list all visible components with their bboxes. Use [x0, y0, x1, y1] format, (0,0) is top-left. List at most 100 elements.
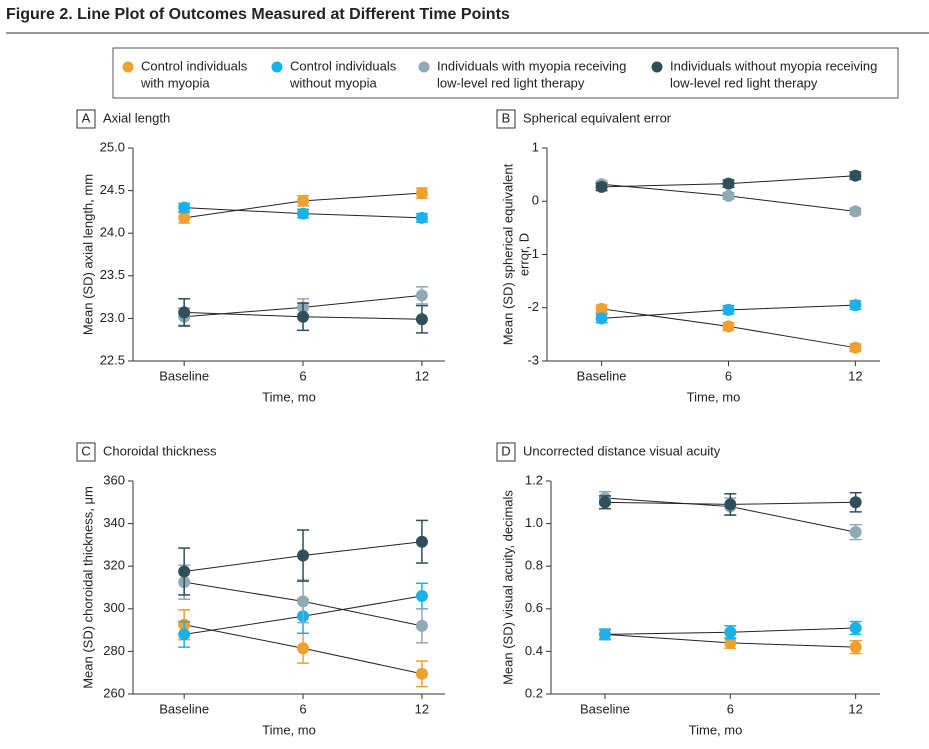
y-tick-label: 1 [532, 139, 539, 154]
figure-title: Figure 2. Line Plot of Outcomes Measured… [6, 6, 510, 23]
y-tick-label: 24.0 [100, 225, 125, 240]
point [297, 207, 310, 220]
point [595, 302, 608, 315]
legend-label: Control individuals [141, 58, 248, 73]
y-tick-label: 1.2 [525, 472, 543, 487]
point [415, 535, 428, 548]
point [849, 496, 862, 509]
legend-label: Individuals with myopia receiving [437, 58, 626, 73]
panel-letter: C [81, 443, 90, 458]
point [415, 211, 428, 224]
point [178, 565, 191, 578]
y-tick-label: -1 [527, 246, 539, 261]
point [415, 289, 428, 302]
x-tick-label: 6 [727, 701, 734, 716]
x-tick-label: Baseline [159, 701, 209, 716]
panel-letter-box [76, 109, 96, 129]
x-tick-label: 12 [415, 701, 429, 716]
panel-letter: D [501, 443, 510, 458]
point [178, 306, 191, 319]
y-tick-label: 260 [103, 685, 125, 700]
point [297, 642, 310, 655]
y-axis-label: Mean (SD) choroidal thickness, μm [80, 486, 95, 689]
point [724, 498, 737, 511]
legend-label: low-level red light therapy [670, 75, 818, 90]
y-tick-label: 320 [103, 558, 125, 573]
panel-letter-box [76, 442, 96, 462]
point [849, 169, 862, 182]
y-tick-label: 0 [532, 193, 539, 208]
y-tick-label: 300 [103, 600, 125, 615]
panel-letter-box [496, 442, 516, 462]
x-tick-label: Baseline [580, 701, 630, 716]
legend-label: Individuals without myopia receiving [670, 58, 877, 73]
point [595, 312, 608, 325]
x-tick-label: 12 [848, 701, 862, 716]
legend-label: Control individuals [290, 58, 397, 73]
y-axis-label: Mean (SD) axial length, mm [80, 174, 95, 335]
y-tick-label: 280 [103, 643, 125, 658]
y-tick-label: 0.8 [525, 558, 543, 573]
point [722, 177, 735, 190]
point [297, 310, 310, 323]
point [415, 590, 428, 603]
panel-letter-box [496, 109, 516, 129]
x-tick-label: 12 [848, 368, 862, 383]
panel-title: Spherical equivalent error [523, 110, 672, 125]
point [724, 626, 737, 639]
point [178, 211, 191, 224]
legend-marker [651, 61, 663, 73]
point [722, 320, 735, 333]
point [178, 628, 191, 641]
point [415, 667, 428, 680]
y-tick-label: 22.5 [100, 352, 125, 367]
x-tick-label: Baseline [159, 368, 209, 383]
y-axis-label: Mean (SD) visual acuity, decimals [500, 490, 515, 685]
legend-marker [122, 61, 134, 73]
point [595, 180, 608, 193]
x-axis-label: Time, mo [262, 722, 316, 737]
y-tick-label: 1.0 [525, 515, 543, 530]
y-tick-label: 0.2 [525, 685, 543, 700]
point [297, 595, 310, 608]
x-axis-label: Time, mo [689, 722, 743, 737]
legend-box [112, 47, 899, 99]
y-tick-label: 340 [103, 515, 125, 530]
panel-title: Uncorrected distance visual acuity [523, 443, 721, 458]
x-tick-label: 6 [299, 701, 306, 716]
panel-letter: A [82, 110, 91, 125]
legend-marker [418, 61, 430, 73]
legend-marker [271, 61, 283, 73]
panel-letter: B [502, 110, 511, 125]
y-tick-label: 23.0 [100, 310, 125, 325]
point [722, 303, 735, 316]
legend-label: with myopia [140, 75, 210, 90]
x-tick-label: Baseline [577, 368, 627, 383]
panel-title: Choroidal thickness [103, 443, 217, 458]
x-tick-label: 6 [725, 368, 732, 383]
y-tick-label: 24.5 [100, 182, 125, 197]
point [849, 526, 862, 539]
point [849, 621, 862, 634]
x-tick-label: 6 [299, 368, 306, 383]
point [722, 189, 735, 202]
legend-label: without myopia [289, 75, 377, 90]
y-tick-label: 0.4 [525, 643, 543, 658]
y-axis-label: error, D [516, 233, 531, 276]
point [849, 341, 862, 354]
y-tick-label: -3 [527, 352, 539, 367]
point [415, 187, 428, 200]
point [178, 201, 191, 214]
x-axis-label: Time, mo [687, 389, 741, 404]
point [849, 641, 862, 654]
y-tick-label: 0.6 [525, 600, 543, 615]
point [849, 299, 862, 312]
point [297, 194, 310, 207]
x-tick-label: 12 [415, 368, 429, 383]
y-tick-label: -2 [527, 299, 539, 314]
y-tick-label: 25.0 [100, 139, 125, 154]
panel-title: Axial length [103, 110, 170, 125]
y-tick-label: 23.5 [100, 267, 125, 282]
point [415, 619, 428, 632]
